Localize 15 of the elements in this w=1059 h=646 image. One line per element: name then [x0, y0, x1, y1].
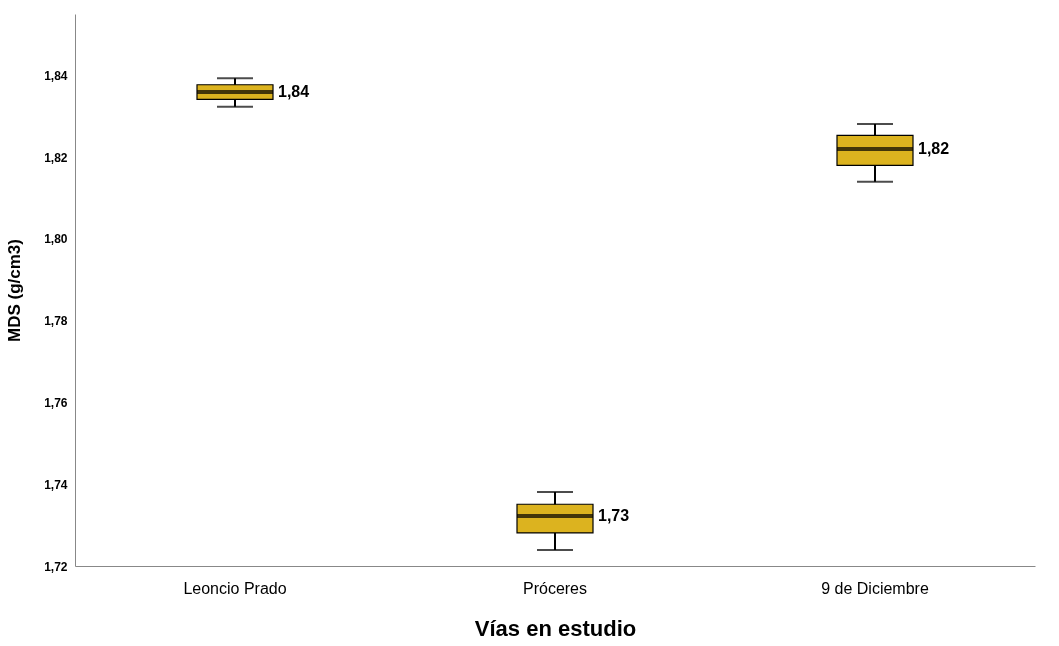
text: 1,82	[918, 139, 950, 157]
x-axis-title: Vías en estudio	[474, 615, 637, 641]
x-tick-label: Leoncio Prado	[183, 579, 287, 597]
y-tick-label: 1,82	[44, 150, 68, 165]
y-tick-label: 1,78	[44, 314, 68, 329]
x-tick-label: Próceres	[522, 579, 588, 597]
y-tick-label: 1,72	[44, 559, 68, 574]
y-tick-label: 1,80	[44, 232, 68, 247]
y-tick-label: 1,76	[44, 395, 68, 410]
text: 1,73	[598, 507, 630, 525]
text: 1,84	[278, 83, 310, 101]
y-tick-label: 1,84	[44, 68, 68, 83]
y-tick-label: 1,74	[44, 477, 68, 492]
x-tick-label: 9 de Diciembre	[821, 579, 929, 597]
y-axis-title: MDS (g/cm3)	[5, 239, 25, 342]
